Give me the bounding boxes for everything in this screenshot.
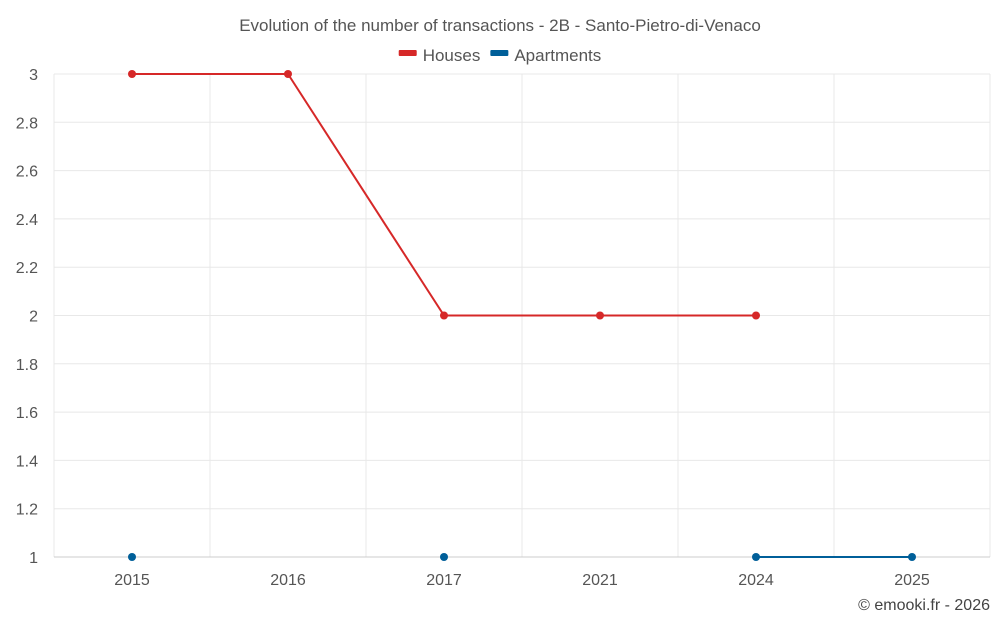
x-tick-label: 2017: [426, 572, 462, 589]
x-tick-label: 2024: [738, 572, 774, 589]
chart-title: Evolution of the number of transactions …: [239, 16, 761, 35]
series-houses: [128, 70, 760, 320]
y-tick-label: 2.8: [16, 115, 38, 132]
y-tick-label: 2.2: [16, 260, 38, 277]
x-tick-label: 2016: [270, 572, 306, 589]
x-tick-label: 2015: [114, 572, 150, 589]
y-tick-label: 1: [29, 550, 38, 567]
series-apartments: [128, 553, 916, 561]
y-tick-label: 1.6: [16, 405, 38, 422]
legend-swatch[interactable]: [490, 50, 509, 56]
legend-label: Houses: [423, 46, 481, 65]
data-point[interactable]: [128, 553, 136, 561]
series-layer: [128, 70, 916, 561]
y-tick-label: 1.2: [16, 502, 38, 519]
data-point[interactable]: [752, 553, 760, 561]
y-tick-label: 1.8: [16, 357, 38, 374]
data-point[interactable]: [284, 70, 292, 78]
y-tick-label: 2.6: [16, 164, 38, 181]
data-point[interactable]: [440, 311, 448, 320]
y-tick-label: 3: [29, 67, 38, 84]
data-point[interactable]: [752, 311, 760, 320]
y-tick-label: 1.4: [16, 453, 38, 470]
data-point[interactable]: [908, 553, 916, 561]
data-point[interactable]: [128, 70, 136, 78]
credit-text: © emooki.fr - 2026: [858, 597, 990, 614]
y-tick-label: 2: [29, 309, 38, 326]
x-tick-label: 2021: [582, 572, 618, 589]
x-axis-ticks: 2015 2016 2017 2021 2024 2025: [114, 572, 930, 589]
x-tick-label: 2025: [894, 572, 930, 589]
legend: Houses Apartments: [398, 46, 601, 65]
data-point[interactable]: [596, 311, 604, 320]
series-line-segment: [287, 73, 445, 317]
data-point[interactable]: [440, 553, 448, 561]
legend-label: Apartments: [514, 46, 601, 65]
y-tick-label: 2.4: [16, 212, 38, 229]
y-axis-ticks: 1 1.2 1.4 1.6 1.8 2 2.2 2.4 2.6 2.8 3: [16, 67, 38, 567]
legend-swatch[interactable]: [398, 50, 417, 56]
